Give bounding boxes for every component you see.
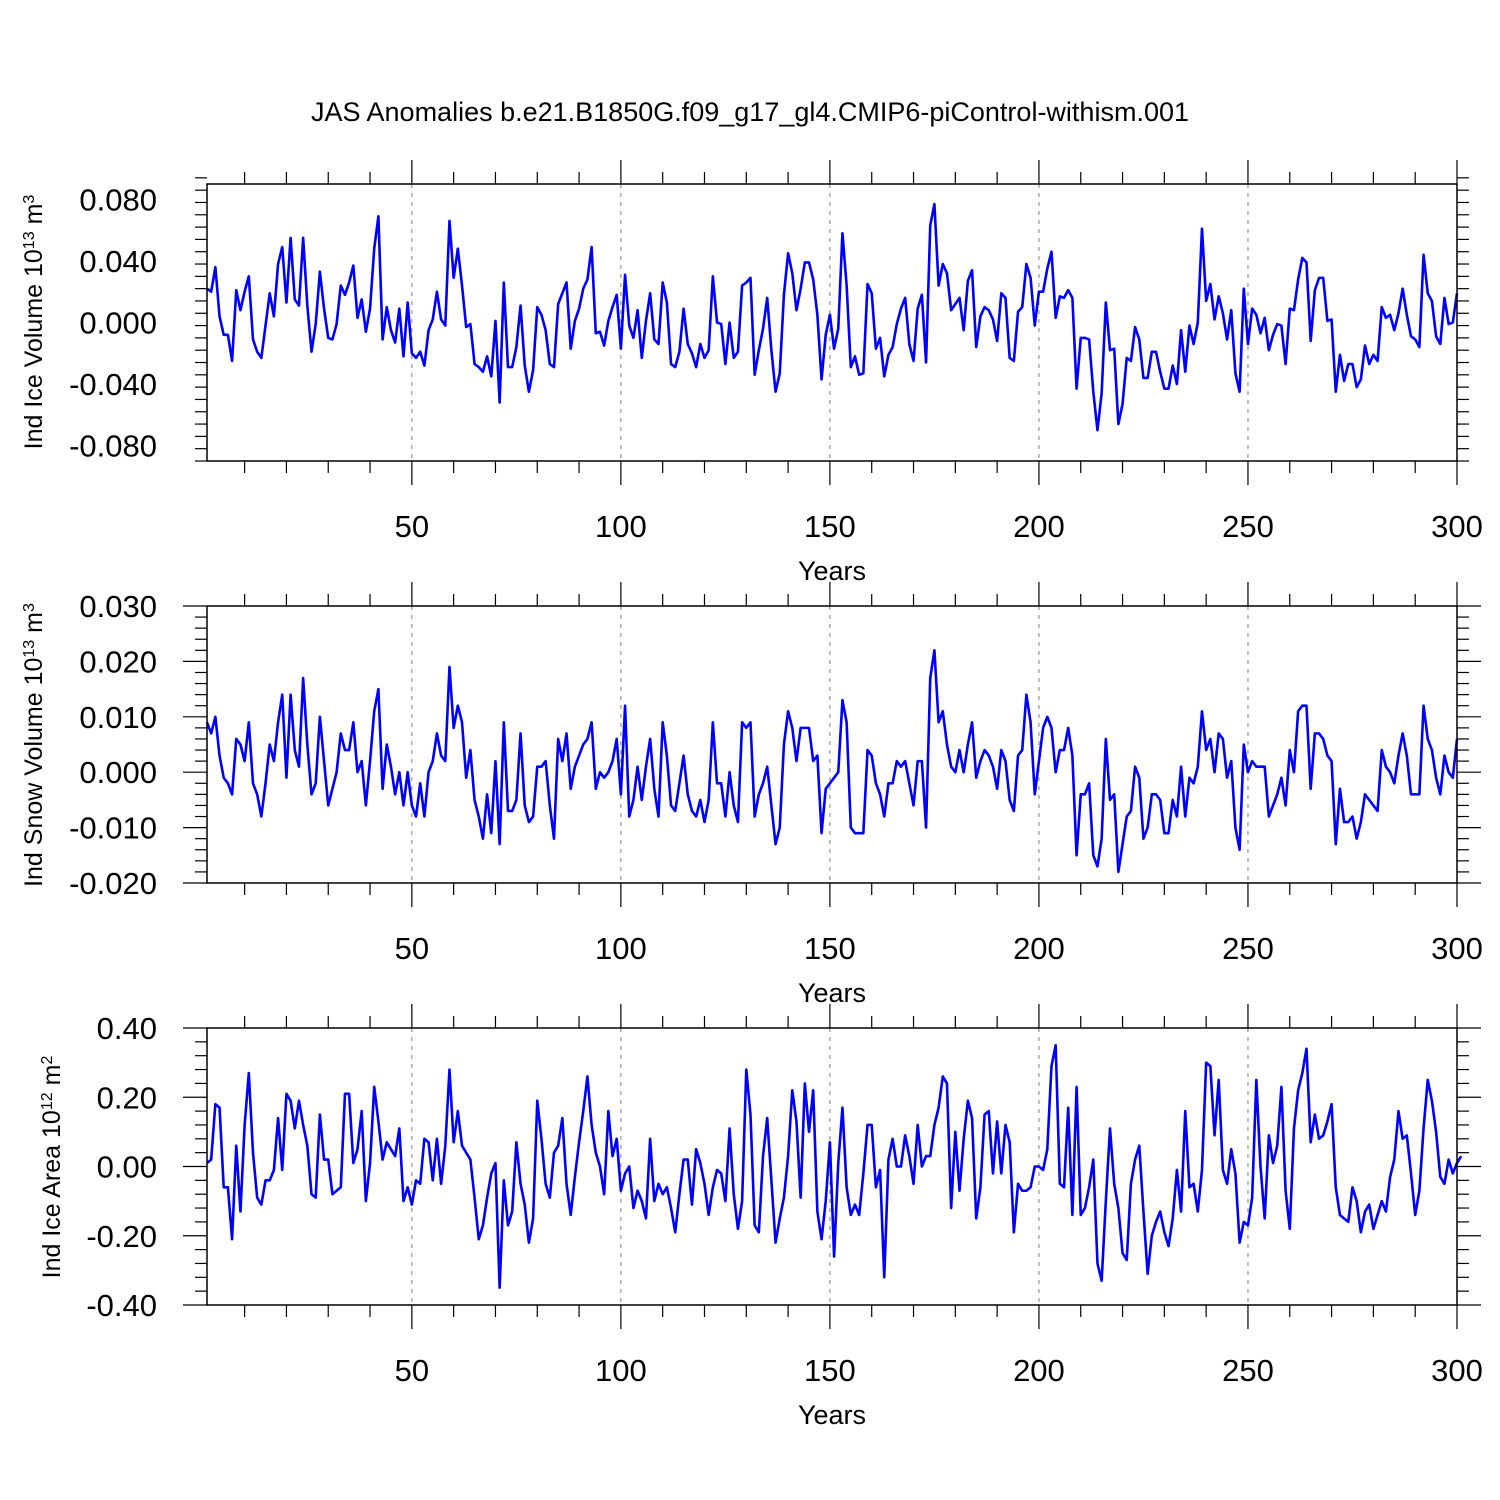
x-tick-labels: 50 100 150 200 250 300	[395, 509, 1483, 544]
ice-volume-line	[206, 202, 1459, 432]
x-axis-label: Years	[798, 556, 866, 586]
y-tick-labels: -0.020 -0.010 0.000 0.010 0.020 0.030	[69, 589, 157, 901]
plot-frame	[206, 605, 1458, 884]
panel-ice-area: -0.40 -0.20 0.00 0.20 0.40 50 100 150 200 250 300…	[38, 1004, 1483, 1430]
x-tick-label: 50	[395, 509, 429, 544]
y-axis-label-exponent: 12	[39, 1092, 56, 1110]
y-tick-label: 0.40	[97, 1011, 157, 1046]
y-axis-label-unit: m	[38, 1065, 66, 1086]
y-tick-label: -0.080	[69, 429, 157, 464]
y-tick-label: -0.010	[69, 811, 157, 846]
x-tick-labels: 50 100 150 200 250 300	[395, 931, 1483, 966]
y-tick-labels: -0.080 -0.040 0.000 0.040 0.080	[69, 182, 157, 463]
ice-area-line	[206, 1044, 1463, 1289]
plot-frame	[206, 183, 1458, 462]
panel-ice-volume: -0.080 -0.040 0.000 0.040 0.080 50 100 150 200 2…	[20, 160, 1483, 586]
axis-ticks	[183, 1004, 1481, 1329]
y-axis-label-main: Ind Snow Volume 10	[20, 658, 48, 887]
snow-volume-line	[205, 649, 1459, 874]
y-tick-label: 0.20	[97, 1080, 157, 1115]
y-axis-label: Ind Ice Volume 1013 m3	[20, 195, 48, 450]
y-tick-label: 0.000	[79, 306, 157, 341]
vertical-gridlines	[411, 606, 1249, 883]
y-tick-label: 0.000	[79, 755, 157, 790]
x-tick-label: 200	[1013, 509, 1065, 544]
y-tick-label: -0.40	[86, 1288, 157, 1323]
y-tick-labels: -0.40 -0.20 0.00 0.20 0.40	[86, 1011, 157, 1323]
y-axis-label-exponent: 13	[21, 640, 38, 658]
y-tick-label: 0.080	[79, 182, 157, 217]
x-tick-label: 300	[1431, 931, 1483, 966]
y-axis-label: Ind Snow Volume 1013 m3	[20, 603, 48, 887]
x-tick-label: 250	[1222, 931, 1274, 966]
y-tick-label: 0.040	[79, 244, 157, 279]
x-tick-label: 250	[1222, 509, 1274, 544]
x-tick-label: 50	[395, 931, 429, 966]
y-tick-label: 0.030	[79, 589, 157, 624]
x-tick-label: 100	[595, 1353, 647, 1388]
x-tick-label: 300	[1431, 509, 1483, 544]
chart-title: JAS Anomalies b.e21.B1850G.f09_g17_gl4.C…	[311, 97, 1189, 127]
x-tick-label: 150	[804, 1353, 856, 1388]
x-tick-label: 50	[395, 1353, 429, 1388]
x-axis-label: Years	[798, 978, 866, 1008]
y-axis-label-main: Ind Ice Volume 10	[20, 249, 48, 449]
y-axis-label: Ind Ice Area 1012 m2	[38, 1056, 66, 1279]
y-tick-label: 0.010	[79, 700, 157, 735]
y-axis-label-unit-exponent: 3	[21, 195, 38, 204]
y-axis-label-unit-exponent: 2	[39, 1056, 56, 1065]
y-tick-label: -0.20	[86, 1219, 157, 1254]
y-axis-label-unit: m	[20, 612, 48, 633]
y-axis-label-unit: m	[20, 204, 48, 225]
y-tick-label: -0.040	[69, 367, 157, 402]
x-tick-labels: 50 100 150 200 250 300	[395, 1353, 1483, 1388]
plot-frame	[206, 1027, 1458, 1306]
x-tick-label: 150	[804, 509, 856, 544]
x-tick-label: 150	[804, 931, 856, 966]
y-axis-label-main: Ind Ice Area 10	[38, 1110, 66, 1278]
x-axis-label: Years	[798, 1400, 866, 1430]
panel-snow-volume: -0.020 -0.010 0.000 0.010 0.020 0.030 50 100 15…	[20, 582, 1483, 1008]
x-tick-label: 300	[1431, 1353, 1483, 1388]
x-tick-label: 200	[1013, 1353, 1065, 1388]
y-tick-label: -0.020	[69, 866, 157, 901]
y-axis-label-unit-exponent: 3	[21, 603, 38, 612]
axis-ticks	[183, 582, 1481, 907]
y-axis-label-exponent: 13	[21, 231, 38, 249]
x-tick-label: 100	[595, 509, 647, 544]
x-tick-label: 200	[1013, 931, 1065, 966]
y-tick-label: 0.020	[79, 644, 157, 679]
x-tick-label: 100	[595, 931, 647, 966]
axis-ticks	[195, 160, 1469, 485]
x-tick-label: 250	[1222, 1353, 1274, 1388]
y-tick-label: 0.00	[97, 1150, 157, 1185]
